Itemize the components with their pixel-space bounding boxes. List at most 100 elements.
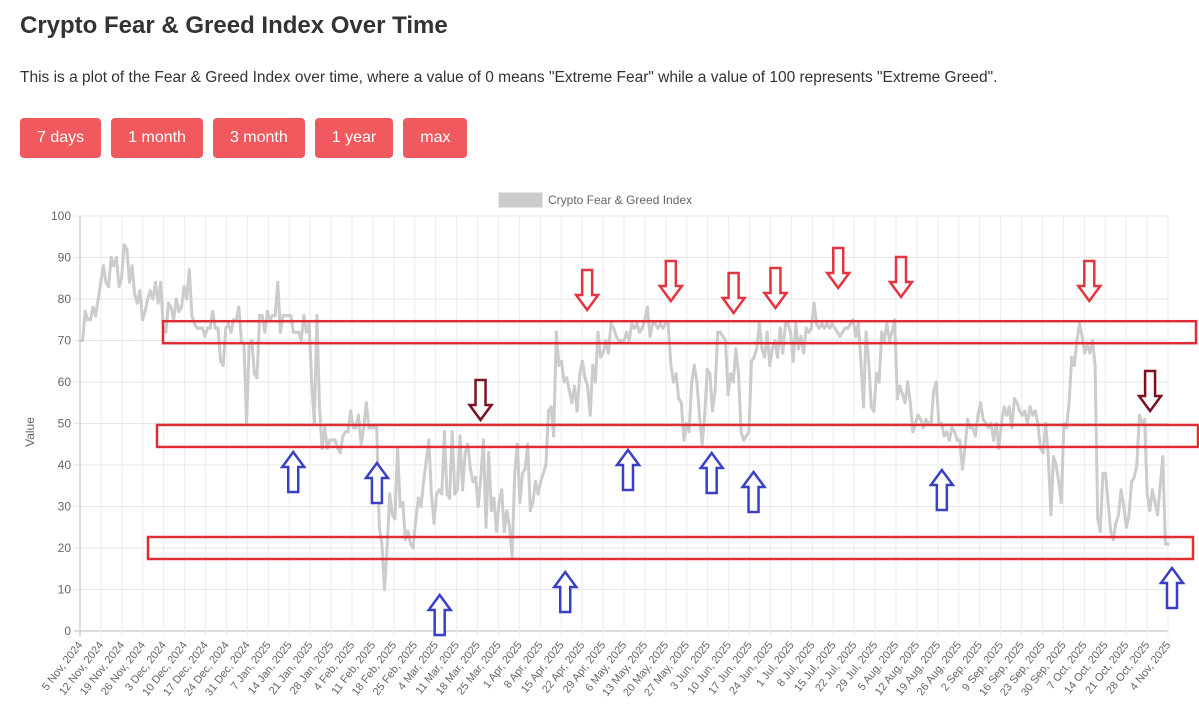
data-point [1114, 521, 1118, 525]
data-point [156, 301, 160, 305]
data-point [1156, 513, 1160, 517]
up-arrow-blue [426, 592, 454, 637]
data-point [484, 525, 488, 529]
data-point [794, 322, 798, 326]
data-point [455, 488, 459, 492]
data-point [812, 301, 816, 305]
data-point [1059, 500, 1063, 504]
down-arrow-red [720, 271, 748, 316]
data-point [900, 392, 905, 397]
down-arrow-red [573, 268, 601, 313]
data-point [789, 330, 793, 334]
data-point [630, 322, 634, 326]
data-point [1103, 471, 1108, 475]
data-point [409, 542, 413, 546]
up-arrow-blue [740, 469, 768, 514]
data-point [887, 338, 892, 343]
data-point [1150, 488, 1154, 492]
data-point [807, 330, 811, 334]
data-point [164, 330, 168, 334]
data-point [723, 338, 728, 343]
range-7-days-button[interactable]: 7 days [20, 118, 102, 158]
data-point [705, 368, 709, 372]
data-point [135, 301, 139, 305]
range-3-month-button[interactable]: 3 month [212, 118, 305, 158]
down-arrow-red [1075, 259, 1103, 304]
zone-box [155, 423, 1199, 449]
data-point [1054, 463, 1058, 467]
data-point [1137, 413, 1141, 417]
data-point [474, 475, 478, 479]
data-point [708, 372, 712, 376]
data-point [258, 314, 262, 318]
data-point [770, 347, 775, 351]
data-point [1005, 413, 1009, 417]
data-point [411, 546, 415, 550]
data-point [604, 338, 608, 343]
data-point [820, 322, 824, 326]
data-point [1077, 322, 1082, 326]
y-tick-label: 60 [58, 375, 72, 389]
data-point [304, 330, 308, 334]
data-point [1033, 409, 1037, 413]
data-point [221, 363, 225, 367]
data-point [622, 338, 626, 343]
data-point [211, 309, 215, 313]
data-point [289, 314, 293, 318]
data-point [205, 326, 210, 330]
data-point [146, 297, 150, 301]
data-point [734, 347, 738, 351]
data-point [674, 372, 678, 376]
data-point [872, 409, 876, 413]
data-point [471, 480, 475, 484]
data-point [1098, 529, 1102, 533]
data-point [273, 314, 277, 318]
data-point [632, 326, 637, 330]
data-point [203, 334, 207, 338]
data-point [971, 426, 975, 430]
data-point [906, 380, 910, 384]
data-point [91, 305, 95, 309]
data-point [567, 388, 571, 392]
data-point [330, 438, 335, 442]
data-point [583, 376, 587, 380]
data-point [140, 318, 145, 322]
data-point [815, 322, 819, 326]
data-point [393, 517, 397, 521]
data-point [78, 338, 82, 343]
data-point [1127, 513, 1131, 517]
chart-legend[interactable]: Crypto Fear & Greed Index [498, 192, 692, 208]
range-1-year-button[interactable]: 1 year [314, 118, 394, 158]
data-point [747, 430, 751, 434]
data-point [768, 363, 772, 367]
data-point [367, 426, 371, 430]
data-point [765, 330, 769, 334]
range-max-button[interactable]: max [403, 118, 468, 158]
data-point [1088, 351, 1092, 355]
data-point [112, 264, 116, 268]
data-point [216, 326, 220, 330]
data-point [796, 347, 801, 351]
data-point [252, 372, 256, 376]
range-1-month-button[interactable]: 1 month [111, 118, 203, 158]
data-point [284, 314, 288, 318]
data-point [117, 285, 121, 289]
data-point [448, 496, 452, 500]
data-point [307, 322, 311, 326]
data-point [86, 318, 90, 322]
up-arrow-blue [614, 447, 642, 492]
y-tick-label: 80 [58, 292, 72, 306]
data-point [908, 401, 912, 405]
data-point [825, 322, 829, 326]
data-point [419, 504, 423, 509]
data-point [520, 471, 525, 475]
data-point [1158, 484, 1162, 488]
data-point [390, 513, 394, 517]
data-point [976, 413, 980, 417]
data-point [916, 413, 920, 417]
data-point [153, 280, 158, 284]
up-arrow-blue [928, 467, 956, 512]
data-point [333, 438, 337, 442]
data-point [276, 280, 280, 284]
data-point [640, 326, 644, 330]
